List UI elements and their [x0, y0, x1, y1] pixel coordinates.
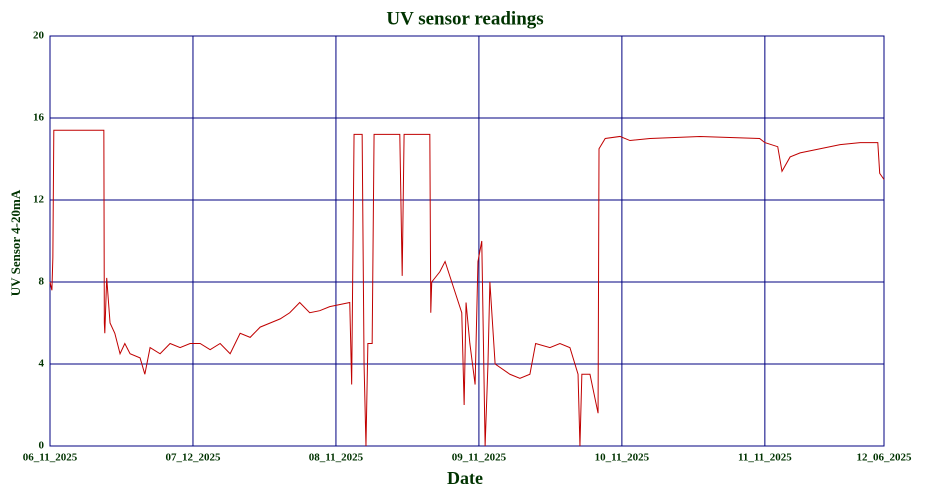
x-tick-label: 06_11_2025 — [23, 452, 78, 464]
x-tick-label: 09_11_2025 — [452, 452, 507, 464]
y-tick-label: 16 — [33, 112, 45, 124]
x-tick-label: 10_11_2025 — [595, 452, 650, 464]
y-tick-label: 0 — [39, 440, 45, 452]
plot-area — [49, 35, 885, 447]
y-tick-label: 4 — [39, 358, 45, 370]
data-line — [49, 129, 885, 447]
y-tick-label: 8 — [39, 276, 45, 288]
x-tick-label: 11_11_2025 — [738, 452, 792, 464]
x-tick-label: 07_12_2025 — [165, 452, 221, 464]
y-axis-title: UV Sensor 4-20mA — [8, 189, 23, 296]
y-tick-label: 12 — [33, 194, 45, 206]
y-tick-label: 20 — [33, 30, 45, 42]
x-tick-label: 08_11_2025 — [309, 452, 364, 464]
x-axis-title: Date — [447, 468, 483, 488]
chart-title: UV sensor readings — [386, 8, 543, 29]
x-tick-label: 12_06_2025 — [857, 452, 913, 464]
